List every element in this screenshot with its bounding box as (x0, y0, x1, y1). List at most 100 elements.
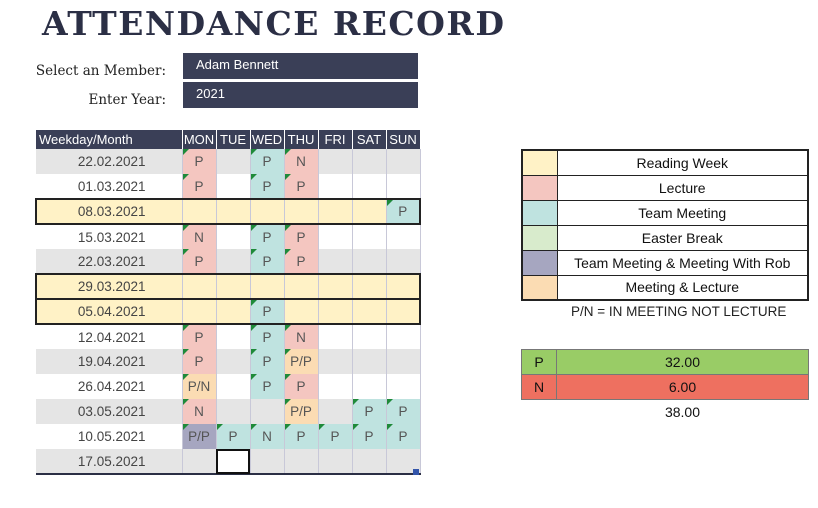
week-date[interactable]: 26.04.2021 (36, 374, 183, 399)
cell-mon[interactable]: P (182, 174, 217, 199)
cell-fri[interactable] (318, 349, 353, 374)
week-date[interactable]: 29.03.2021 (35, 273, 183, 300)
cell-sat[interactable] (352, 349, 387, 374)
cell-thu[interactable] (284, 449, 319, 475)
cell-thu[interactable] (284, 273, 319, 300)
year-input[interactable]: 2021 (183, 82, 418, 108)
cell-tue[interactable]: P (216, 424, 251, 449)
cell-thu[interactable]: P (284, 249, 319, 274)
cell-wed[interactable]: P (250, 149, 285, 174)
cell-tue[interactable] (216, 298, 251, 325)
cell-fri[interactable] (318, 249, 353, 274)
cell-sat[interactable]: P (352, 424, 387, 449)
cell-mon[interactable]: P (182, 324, 217, 349)
cell-sat[interactable] (352, 298, 387, 325)
cell-wed[interactable]: P (250, 298, 285, 325)
week-date[interactable]: 15.03.2021 (36, 224, 183, 249)
week-date[interactable]: 05.04.2021 (35, 298, 183, 325)
cell-sat[interactable] (352, 324, 387, 349)
cell-tue[interactable] (216, 198, 251, 225)
cell-fri[interactable] (318, 273, 353, 300)
cell-mon[interactable]: P (182, 249, 217, 274)
cell-sun[interactable]: P (386, 424, 421, 449)
cell-thu[interactable] (284, 298, 319, 325)
cell-fri[interactable] (318, 399, 353, 424)
cell-fri[interactable] (318, 374, 353, 399)
cell-thu[interactable]: P/P (284, 349, 319, 374)
cell-sun[interactable]: P (386, 399, 421, 424)
cell-fri[interactable] (318, 174, 353, 199)
cell-mon[interactable] (182, 449, 217, 475)
cell-fri[interactable] (318, 324, 353, 349)
cell-thu[interactable]: N (284, 149, 319, 174)
cell-sun[interactable] (386, 249, 421, 274)
member-select[interactable]: Adam Bennett (183, 53, 418, 79)
cell-tue[interactable] (216, 273, 251, 300)
cell-tue[interactable] (216, 374, 251, 399)
week-date[interactable]: 10.05.2021 (36, 424, 183, 449)
cell-wed[interactable]: N (250, 424, 285, 449)
cell-mon[interactable] (182, 273, 217, 300)
cell-thu[interactable] (284, 198, 319, 225)
cell-tue[interactable] (216, 399, 251, 424)
cell-fri[interactable] (318, 298, 353, 325)
cell-thu[interactable]: P (284, 224, 319, 249)
cell-wed[interactable]: P (250, 374, 285, 399)
cell-sun[interactable] (386, 324, 421, 349)
cell-wed[interactable]: P (250, 249, 285, 274)
cell-sun[interactable] (386, 374, 421, 399)
cell-wed[interactable] (250, 273, 285, 300)
cell-tue[interactable] (216, 149, 251, 174)
week-date[interactable]: 22.02.2021 (36, 149, 183, 174)
cell-mon[interactable] (182, 298, 217, 325)
cell-tue[interactable] (216, 174, 251, 199)
cell-sat[interactable] (352, 149, 387, 174)
week-date[interactable]: 19.04.2021 (36, 349, 183, 374)
cell-sat[interactable] (352, 198, 387, 225)
cell-tue[interactable] (216, 349, 251, 374)
cell-sat[interactable] (352, 273, 387, 300)
cell-fri[interactable] (318, 224, 353, 249)
cell-sat[interactable]: P (352, 399, 387, 424)
cell-sun[interactable] (386, 349, 421, 374)
week-date[interactable]: 12.04.2021 (36, 324, 183, 349)
cell-sat[interactable] (352, 449, 387, 475)
cell-wed[interactable]: P (250, 174, 285, 199)
cell-fri[interactable] (318, 198, 353, 225)
cell-tue[interactable] (216, 324, 251, 349)
cell-tue[interactable] (216, 249, 251, 274)
cell-mon[interactable] (182, 198, 217, 225)
cell-mon[interactable]: P (182, 349, 217, 374)
cell-wed[interactable] (250, 399, 285, 424)
cell-tue[interactable] (216, 224, 251, 249)
cell-wed[interactable]: P (250, 224, 285, 249)
cell-mon[interactable]: N (182, 224, 217, 249)
cell-thu[interactable]: P/P (284, 399, 319, 424)
cell-fri[interactable] (318, 449, 353, 475)
cell-sat[interactable] (352, 374, 387, 399)
week-date[interactable]: 01.03.2021 (36, 174, 183, 199)
cell-sun[interactable] (386, 149, 421, 174)
cell-thu[interactable]: P (284, 174, 319, 199)
cell-mon[interactable]: P (182, 149, 217, 174)
cell-mon[interactable]: P/N (182, 374, 217, 399)
cell-sun[interactable] (386, 174, 421, 199)
cell-wed[interactable]: P (250, 349, 285, 374)
week-date[interactable]: 22.03.2021 (36, 249, 183, 274)
cell-thu[interactable]: P (284, 374, 319, 399)
cell-wed[interactable] (250, 198, 285, 225)
table-resize-handle[interactable] (413, 469, 419, 475)
cell-fri[interactable] (318, 149, 353, 174)
cell-sat[interactable] (352, 249, 387, 274)
week-date[interactable]: 17.05.2021 (36, 449, 183, 475)
cell-sat[interactable] (352, 174, 387, 199)
cell-sun[interactable] (386, 273, 421, 300)
cell-sun[interactable] (386, 224, 421, 249)
cell-sun[interactable] (386, 298, 421, 325)
cell-sun[interactable]: P (386, 198, 421, 225)
cell-fri[interactable]: P (318, 424, 353, 449)
cell-wed[interactable] (250, 449, 285, 475)
cell-mon[interactable]: N (182, 399, 217, 424)
cell-wed[interactable]: P (250, 324, 285, 349)
cell-mon[interactable]: P/P (182, 424, 217, 449)
